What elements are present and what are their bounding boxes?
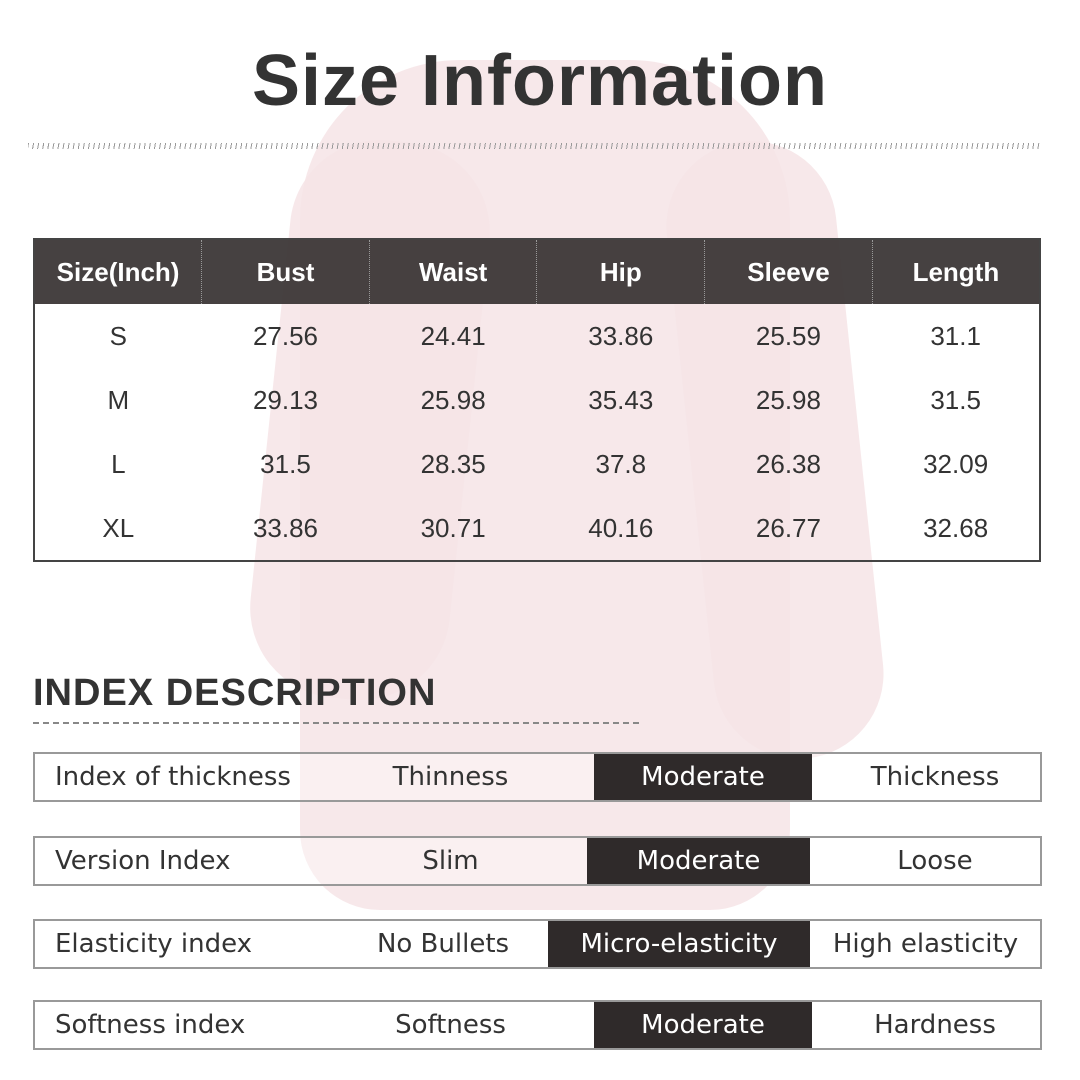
column-header: Size(Inch)	[34, 239, 203, 304]
table-cell: 27.56	[252, 320, 319, 351]
table-cell: 28.35	[420, 448, 486, 479]
table-cell: 31.1	[930, 320, 981, 351]
index-option: Thickness	[870, 762, 1000, 792]
table-cell: 25.98	[420, 384, 486, 415]
column-header: Hip	[536, 239, 706, 304]
table-cell: 30.71	[420, 512, 486, 543]
table-cell: 32.68	[923, 512, 989, 543]
index-row: Softness index Softness Moderate Hardness	[33, 1000, 1042, 1050]
table-cell: 26.38	[755, 448, 821, 479]
index-label: Softness index	[55, 1010, 246, 1040]
index-option-label: Micro-elasticity	[580, 929, 778, 959]
index-option: Slim	[422, 846, 479, 876]
index-label: Elasticity index	[55, 929, 253, 959]
index-option-label: Moderate	[641, 1010, 765, 1040]
table-cell: 26.77	[755, 512, 821, 543]
table-cell: 32.09	[923, 448, 989, 479]
table-cell: 33.86	[588, 320, 654, 351]
column-header: Length	[872, 239, 1040, 304]
index-label: Version Index	[55, 846, 231, 876]
page-title: Size Information	[251, 41, 829, 121]
index-description-heading: INDEX DESCRIPTION	[33, 672, 437, 714]
table-cell: L	[111, 448, 126, 479]
index-option: Hardness	[874, 1010, 996, 1040]
column-header: Bust	[201, 239, 370, 304]
table-cell: 37.8	[595, 448, 647, 479]
index-option-selected: Moderate	[594, 1002, 812, 1048]
table-cell: 29.13	[252, 384, 319, 415]
column-header: Waist	[369, 239, 538, 304]
index-option-selected: Moderate	[594, 754, 812, 800]
table-row: M 29.13 25.98 35.43 25.98 31.5	[34, 368, 1040, 432]
table-cell: 24.41	[420, 320, 486, 351]
table-row: XL 33.86 30.71 40.16 26.77 32.68	[34, 496, 1040, 561]
column-header: Sleeve	[704, 239, 873, 304]
table-cell: 25.59	[755, 320, 821, 351]
index-option-label: Moderate	[636, 846, 761, 876]
table-cell: XL	[102, 512, 135, 543]
index-option-label: Moderate	[641, 762, 765, 792]
index-option: Thinness	[392, 762, 509, 792]
index-option: Loose	[897, 846, 973, 876]
table-cell: 31.5	[260, 448, 311, 479]
dotted-divider	[28, 143, 1040, 149]
table-row: S 27.56 24.41 33.86 25.59 31.1	[34, 304, 1040, 368]
table-row: L 31.5 28.35 37.8 26.38 32.09	[34, 432, 1040, 496]
index-option: High elasticity	[832, 929, 1019, 959]
index-option-selected: Moderate	[587, 838, 810, 884]
table-cell: 25.98	[755, 384, 821, 415]
table-cell: 40.16	[588, 512, 654, 543]
index-row: Index of thickness Thinness Moderate Thickn…	[33, 752, 1042, 802]
dashed-divider	[33, 722, 639, 724]
table-cell: 33.86	[252, 512, 319, 543]
index-row: Version Index Slim Moderate Loose	[33, 836, 1042, 886]
index-label: Index of thickness	[55, 762, 291, 792]
table-cell: 35.43	[588, 384, 654, 415]
table-cell: M	[107, 384, 130, 415]
index-option-selected: Micro-elasticity	[548, 921, 810, 967]
index-option: No Bullets	[376, 929, 510, 959]
index-option: Softness	[395, 1010, 506, 1040]
table-cell: 31.5	[930, 384, 981, 415]
table-cell: S	[109, 320, 127, 351]
size-table: Size(Inch) Bust Waist Hip Sleeve Length S 27.5…	[33, 238, 1041, 562]
index-row: Elasticity index No Bullets Micro-elastici…	[33, 919, 1042, 969]
